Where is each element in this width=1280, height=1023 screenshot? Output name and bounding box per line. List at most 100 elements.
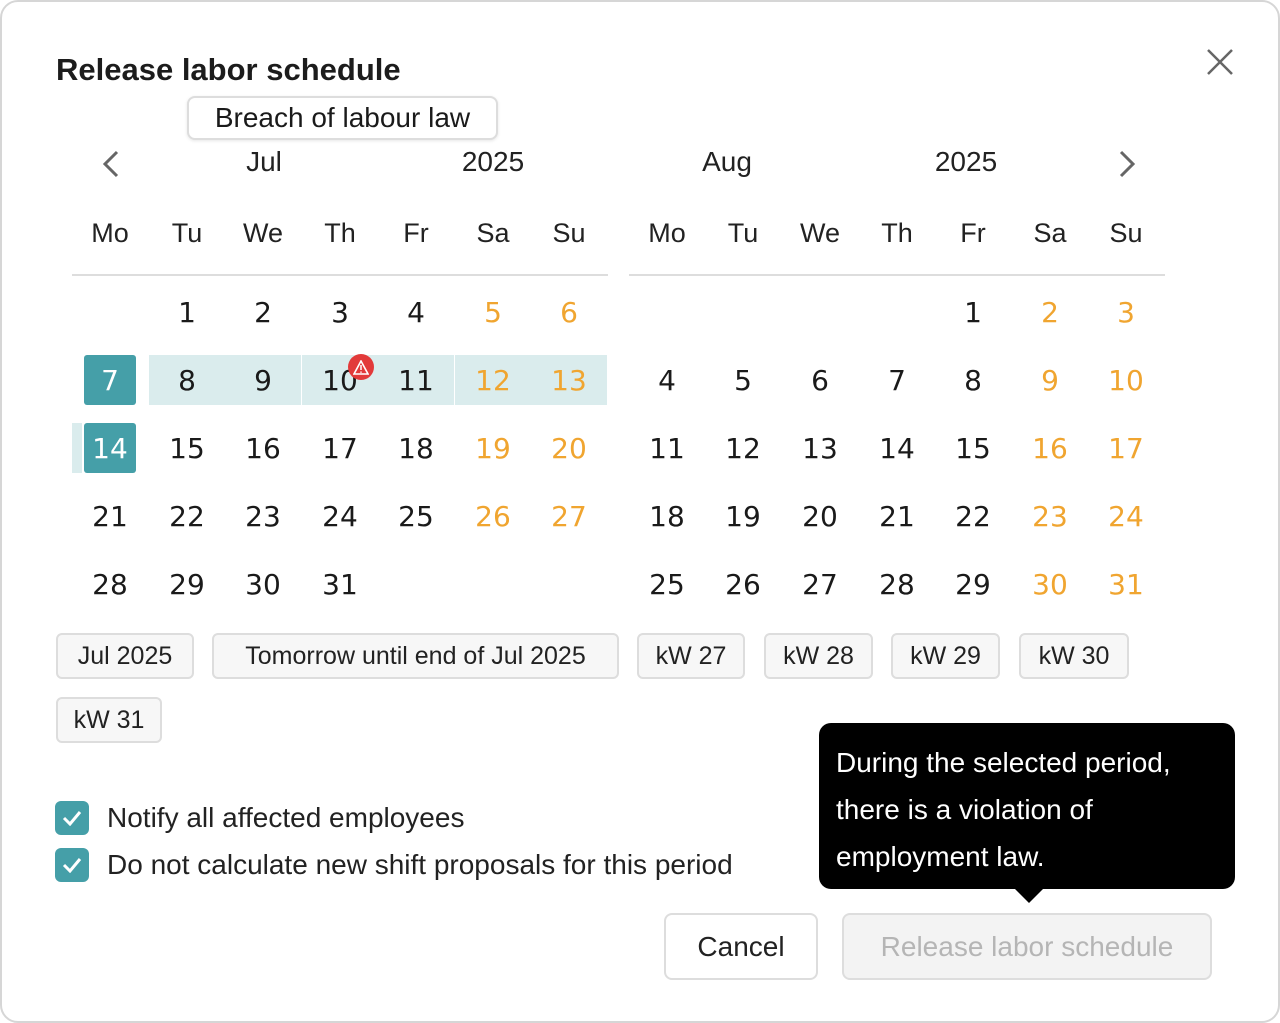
calendar-day[interactable]: 12 (455, 355, 531, 405)
calendar-day[interactable]: 13 (782, 423, 858, 473)
day-number: 18 (398, 431, 434, 465)
day-number: 9 (254, 363, 272, 397)
calendar-day[interactable]: 2 (225, 287, 301, 337)
calendar-day[interactable]: 6 (531, 287, 607, 337)
calendar-day[interactable]: 8 (149, 355, 225, 405)
calendar-day[interactable]: 11 (378, 355, 454, 405)
day-number: 30 (245, 567, 281, 601)
right-month[interactable]: Aug (702, 146, 752, 177)
no-proposals-checkbox[interactable] (55, 848, 89, 882)
calendar-day[interactable]: 7 (859, 355, 935, 405)
calendar-day[interactable]: 16 (225, 423, 301, 473)
day-number: 15 (955, 431, 991, 465)
preset-chip[interactable]: kW 30 (1019, 633, 1129, 679)
preset-chip[interactable]: Tomorrow until end of Jul 2025 (212, 633, 619, 679)
calendar-day[interactable]: 16 (1012, 423, 1088, 473)
preset-chip[interactable]: kW 29 (891, 633, 1000, 679)
calendar-day[interactable]: 29 (149, 559, 225, 609)
preset-chip[interactable]: Jul 2025 (56, 633, 194, 679)
calendar-day[interactable]: 15 (149, 423, 225, 473)
calendar-day[interactable]: 10 (1088, 355, 1164, 405)
weekday-label: Sa (1033, 218, 1067, 248)
calendar-day[interactable]: 1 (149, 287, 225, 337)
calendar-day[interactable]: 31 (302, 559, 378, 609)
day-number: 4 (407, 295, 425, 329)
calendar-day[interactable]: 18 (378, 423, 454, 473)
day-number: 13 (551, 363, 587, 397)
calendar-day[interactable]: 18 (629, 491, 705, 541)
day-number: 19 (725, 499, 761, 533)
right-year[interactable]: 2025 (934, 146, 998, 177)
calendar-day[interactable]: 2 (1012, 287, 1088, 337)
day-number: 27 (551, 499, 587, 533)
day-number: 31 (322, 567, 358, 601)
calendar-day[interactable]: 20 (531, 423, 607, 473)
calendar-day[interactable]: 3 (302, 287, 378, 337)
notify-checkbox[interactable] (55, 801, 89, 835)
calendar-day[interactable]: 12 (705, 423, 781, 473)
calendar-day[interactable]: 27 (531, 491, 607, 541)
calendar-day[interactable]: 29 (935, 559, 1011, 609)
preset-chip[interactable]: kW 28 (764, 633, 873, 679)
calendar-day[interactable]: 14 (859, 423, 935, 473)
calendar-day[interactable]: 9 (1012, 355, 1088, 405)
weekday-label: Tu (727, 218, 759, 248)
calendar-day[interactable]: 6 (782, 355, 858, 405)
calendar-day[interactable]: 26 (705, 559, 781, 609)
calendar-day[interactable]: 23 (225, 491, 301, 541)
prev-month-icon[interactable] (92, 144, 132, 184)
day-number: 14 (84, 423, 136, 473)
close-icon[interactable] (1202, 44, 1238, 80)
calendar-day[interactable]: 24 (302, 491, 378, 541)
calendar-day[interactable]: 28 (72, 559, 148, 609)
calendar-day[interactable]: 20 (782, 491, 858, 541)
left-year[interactable]: 2025 (461, 146, 525, 177)
calendar-day[interactable]: 9 (225, 355, 301, 405)
cancel-button[interactable]: Cancel (664, 913, 818, 980)
calendar-day[interactable]: 13 (531, 355, 607, 405)
violation-tooltip: During the selected period, there is a v… (819, 723, 1235, 903)
next-month-icon[interactable] (1106, 144, 1146, 184)
day-number: 13 (802, 431, 838, 465)
calendar-day[interactable]: 15 (935, 423, 1011, 473)
calendar-day[interactable]: 19 (455, 423, 531, 473)
day-number: 20 (551, 431, 587, 465)
calendar-day[interactable]: 7 (72, 355, 148, 405)
calendar-day[interactable]: 17 (302, 423, 378, 473)
calendar-day[interactable]: 5 (705, 355, 781, 405)
calendar-day[interactable]: 11 (629, 423, 705, 473)
day-number: 15 (169, 431, 205, 465)
calendar-day[interactable]: 28 (859, 559, 935, 609)
calendar-day[interactable]: 30 (225, 559, 301, 609)
calendar-day[interactable]: 27 (782, 559, 858, 609)
release-button[interactable]: Release labor schedule (842, 913, 1212, 980)
calendar-day[interactable]: 25 (629, 559, 705, 609)
calendar-day[interactable]: 5 (455, 287, 531, 337)
calendar-day[interactable]: 3 (1088, 287, 1164, 337)
calendar-day[interactable]: 21 (859, 491, 935, 541)
preset-chip[interactable]: kW 27 (637, 633, 745, 679)
left-month[interactable]: Jul (246, 146, 282, 177)
calendar-day[interactable]: 19 (705, 491, 781, 541)
calendar-day[interactable]: 22 (935, 491, 1011, 541)
day-number: 1 (178, 295, 196, 329)
calendar-day[interactable]: 4 (378, 287, 454, 337)
day-number: 26 (725, 567, 761, 601)
calendar-day[interactable]: 31 (1088, 559, 1164, 609)
calendar-day[interactable]: 26 (455, 491, 531, 541)
calendar-day[interactable]: 17 (1088, 423, 1164, 473)
calendar-day[interactable]: 14 (72, 423, 148, 473)
dialog-title: Release labor schedule (56, 52, 401, 87)
calendar-day[interactable]: 1 (935, 287, 1011, 337)
calendar-day[interactable]: 8 (935, 355, 1011, 405)
calendar-day[interactable]: 22 (149, 491, 225, 541)
calendar-day[interactable]: 25 (378, 491, 454, 541)
calendar-day[interactable]: 4 (629, 355, 705, 405)
day-number: 17 (1108, 431, 1144, 465)
calendar-day[interactable]: 24 (1088, 491, 1164, 541)
calendar-day[interactable]: 23 (1012, 491, 1088, 541)
preset-chip[interactable]: kW 31 (56, 697, 162, 743)
calendar-day[interactable]: 21 (72, 491, 148, 541)
calendar-day[interactable]: 30 (1012, 559, 1088, 609)
warning-icon[interactable] (348, 354, 374, 380)
